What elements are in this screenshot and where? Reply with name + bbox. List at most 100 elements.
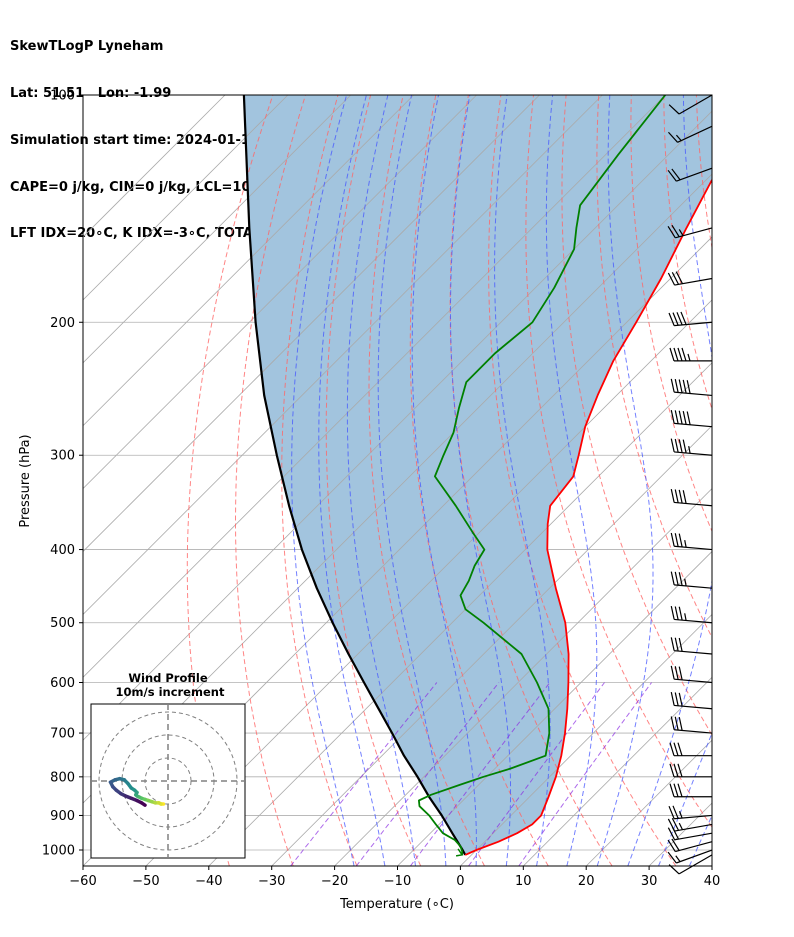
- x-tick-label-0: −60: [69, 874, 96, 889]
- isotherm-line: [83, 95, 289, 301]
- wind-barb-flag: [670, 692, 675, 706]
- wind-barb-staff: [674, 277, 713, 286]
- wind-barb-staff: [674, 704, 713, 710]
- wind-barb-half-flag: [688, 446, 691, 454]
- wind-barb-14: [670, 571, 713, 589]
- wind-barb-0: [668, 854, 713, 875]
- wind-barb-flag: [677, 763, 683, 778]
- wind-barb-staff: [674, 501, 713, 507]
- wind-barb-flag: [674, 606, 679, 620]
- isotherm-line: [83, 110, 712, 741]
- isotherm-line: [775, 95, 794, 866]
- moist-adiabat: [494, 95, 551, 866]
- wind-barbs: [667, 94, 713, 875]
- dry-adiabat: [281, 95, 358, 866]
- wind-barb-flag: [672, 312, 679, 326]
- wind-barb-staff: [675, 227, 713, 239]
- hodograph: Wind Profile 10m/s increment: [90, 671, 246, 859]
- isotherm-line: [83, 95, 603, 615]
- wind-barb-staff: [678, 854, 713, 875]
- parcel-profile-line: [242, 95, 467, 856]
- x-tick-label-10: 40: [704, 874, 721, 889]
- temperature-profile-line: [464, 178, 712, 856]
- x-tick-label-7: 10: [515, 874, 532, 889]
- wind-barb-1: [667, 849, 713, 864]
- wind-barb-flag: [671, 838, 680, 851]
- wind-barb-flag: [678, 489, 683, 504]
- wind-barb-flag: [674, 489, 679, 503]
- wind-barb-flag: [678, 379, 683, 393]
- wind-barb-flag: [667, 225, 676, 239]
- y-tick-label-3: 400: [50, 543, 75, 558]
- wind-barb-staff: [674, 650, 713, 655]
- wind-barb-flag: [674, 571, 679, 586]
- wind-barb-flag: [674, 438, 679, 453]
- wind-barb-flag: [668, 104, 680, 115]
- wind-barb-flag: [681, 347, 687, 362]
- y-tick-label-1: 200: [50, 316, 75, 331]
- mixing-ratio-line: [355, 682, 500, 866]
- wind-barb-flag: [678, 439, 683, 453]
- wind-barb-staff: [674, 814, 713, 820]
- dry-adiabat: [235, 95, 307, 866]
- wind-barb-16: [670, 489, 713, 507]
- wind-barb-staff: [674, 832, 713, 841]
- wind-barb-staff: [674, 422, 713, 428]
- moist-adiabat: [346, 95, 416, 866]
- moist-adiabat: [291, 95, 355, 866]
- hodograph-title-2: 10m/s increment: [116, 685, 225, 699]
- profile-lines: [242, 95, 712, 857]
- wind-barb-17: [670, 438, 713, 456]
- wind-barb-flag: [678, 410, 683, 425]
- wind-barb-flag: [670, 716, 675, 730]
- moist-adiabat: [627, 95, 712, 866]
- wind-barb-flag: [686, 411, 691, 425]
- hodograph-title-1: Wind Profile: [128, 671, 208, 685]
- wind-barb-flag: [668, 864, 680, 875]
- wind-barb-flag: [678, 572, 683, 586]
- wind-barb-6: [669, 783, 712, 798]
- wind-barb-flag: [670, 409, 675, 424]
- wind-barb-half-flag: [684, 613, 687, 621]
- wind-barb-7: [669, 763, 712, 778]
- wind-barb-flag: [682, 411, 687, 425]
- isotherm-line: [460, 613, 712, 866]
- isotherm-line: [523, 676, 712, 866]
- wind-barb-24: [667, 167, 713, 182]
- wind-barb-flag: [678, 533, 683, 548]
- wind-barb-staff: [677, 125, 713, 143]
- wind-barb-half-flag: [684, 540, 687, 548]
- wind-barb-flag: [677, 783, 683, 797]
- wind-barb-flag: [673, 347, 679, 362]
- x-axis-label: Temperature (∘C): [339, 897, 454, 912]
- wind-barb-25: [667, 125, 713, 143]
- mixing-ratio-line: [518, 682, 653, 866]
- moist-adiabat: [411, 95, 477, 866]
- wind-barb-flag: [667, 131, 679, 143]
- wind-barb-flag: [670, 605, 675, 620]
- wind-barb-flag: [676, 312, 683, 326]
- wind-barb-18: [670, 409, 713, 428]
- dry-adiabat: [630, 95, 712, 533]
- wind-barb-flag: [678, 717, 683, 731]
- wind-barb-4: [667, 817, 713, 832]
- wind-barb-staff: [678, 94, 713, 115]
- y-tick-label-4: 500: [50, 616, 75, 631]
- wind-barb-staff: [676, 849, 713, 864]
- wind-barb-half-flag: [675, 134, 682, 142]
- wind-barb-3: [667, 826, 713, 841]
- isotherm-line: [208, 362, 712, 866]
- wind-barb-8: [669, 742, 712, 757]
- wind-barb-flag: [674, 379, 679, 393]
- y-tick-label-8: 900: [50, 809, 75, 824]
- wind-barb-5: [668, 805, 713, 820]
- dry-adiabat: [449, 95, 613, 866]
- wind-barb-flag: [667, 169, 677, 182]
- wind-barb-flag: [667, 272, 676, 286]
- mixing-ratio-line: [468, 682, 605, 866]
- wind-barb-flag: [673, 763, 679, 778]
- dry-adiabat: [409, 95, 549, 866]
- wind-barb-flag: [671, 168, 681, 181]
- wind-barb-half-flag: [678, 822, 683, 830]
- y-tick-label-9: 1000: [42, 844, 75, 859]
